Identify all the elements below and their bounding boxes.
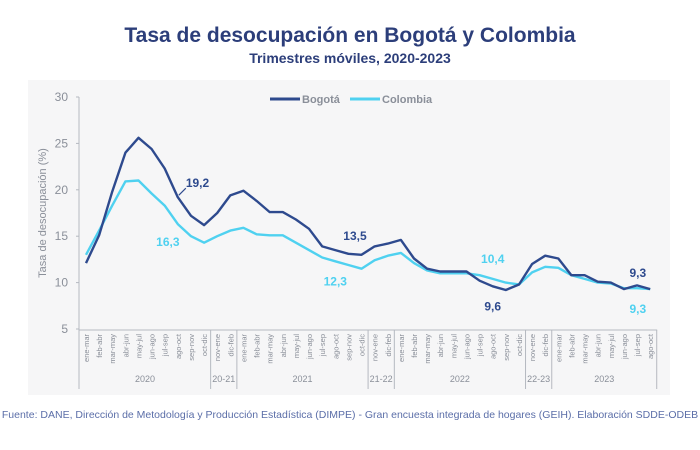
x-tick-label: jul-sep: [633, 334, 642, 357]
legend-label: Colombia: [382, 94, 433, 106]
x-tick-label: nov-ene: [528, 334, 537, 361]
series-lines: [84, 136, 651, 292]
x-tick-label: sep-nov: [502, 334, 511, 361]
legend: Bogotá Colombia: [270, 94, 433, 106]
x-tick-label: abr-jun: [594, 334, 603, 357]
data-label: 10,4: [481, 252, 505, 266]
y-axis: 5 10 15 20 25 30: [55, 90, 80, 389]
series-line-bogota: [84, 136, 651, 292]
x-tick-label: ago-oct: [646, 333, 655, 359]
x-tick-label: mar-may: [423, 334, 432, 364]
x-tick-label: may-jul: [607, 334, 616, 359]
x-tick-label: sep-nov: [187, 334, 196, 361]
x-tick-label: dic-feb: [541, 334, 550, 357]
x-tick-label: oct-dic: [200, 334, 209, 356]
x-tick-label: ene-mar: [554, 334, 563, 362]
x-tick-label: oct-dic: [358, 334, 367, 356]
x-tick-label: oct-dic: [515, 334, 524, 356]
x-tick-label: ago-oct: [489, 333, 498, 359]
x-group-label: 20-21: [212, 374, 235, 384]
y-tick-label: 20: [55, 183, 69, 197]
x-tick-label: jul-sep: [476, 334, 485, 357]
x-tick-label: feb-abr: [253, 333, 262, 357]
x-tick-label: abr-jun: [279, 334, 288, 357]
x-tick-label: ene-mar: [239, 334, 248, 362]
x-tick-label: jun-ago: [462, 334, 471, 360]
x-tick-label: may-jul: [134, 334, 143, 359]
data-label: 9,3: [629, 302, 646, 316]
x-tick-label: jul-sep: [318, 334, 327, 357]
x-tick-label: ene-mar: [397, 334, 406, 362]
x-tick-label: mar-may: [266, 334, 275, 364]
data-label: 9,6: [484, 299, 501, 313]
x-tick-label: dic-feb: [384, 334, 393, 357]
source-footnote: Fuente: DANE, Dirección de Metodología y…: [1, 409, 699, 421]
x-tick-label: abr-jun: [436, 334, 445, 357]
x-tick-label: dic-feb: [226, 334, 235, 357]
chart-panel: [28, 80, 670, 395]
x-tick-label: mar-may: [108, 334, 117, 364]
y-tick-label: 5: [61, 322, 68, 336]
x-axis: ene-mar feb-abr mar-may abr-jun may-jul jun-a…: [79, 329, 658, 389]
legend-label: Bogotá: [302, 94, 341, 106]
x-tick-label: ene-mar: [82, 334, 91, 362]
x-tick-label: jun-ago: [620, 334, 629, 360]
x-tick-label: abr-jun: [121, 334, 130, 357]
data-label: 16,3: [156, 235, 180, 249]
x-tick-label: nov-ene: [213, 334, 222, 361]
x-tick-label: nov-ene: [371, 334, 380, 361]
x-tick-label: ago-oct: [174, 333, 183, 359]
chart-title: Tasa de desocupación en Bogotá y Colombi…: [124, 24, 576, 47]
x-tick-label: ago-oct: [331, 333, 340, 359]
data-label: 19,2: [186, 176, 210, 190]
x-group-label: 2022: [450, 374, 470, 384]
x-tick-label: may-jul: [449, 334, 458, 359]
x-group-label: 2021: [292, 374, 312, 384]
x-tick-label: feb-abr: [567, 333, 576, 357]
data-label: 12,3: [324, 274, 348, 288]
y-tick-label: 25: [55, 136, 69, 150]
x-group-label: 2023: [594, 374, 614, 384]
data-labels: 19,2 16,3 13,5 12,3 9,6 10,4 9,3 9,3: [156, 176, 646, 316]
y-tick-label: 10: [55, 276, 69, 290]
x-group-label: 2020: [135, 374, 155, 384]
x-tick-label: jun-ago: [148, 334, 157, 360]
y-tick-label: 30: [55, 90, 69, 104]
y-axis-label: Tasa de desocupación (%): [37, 148, 49, 278]
x-tick-label: feb-abr: [410, 333, 419, 357]
data-label: 9,3: [629, 266, 646, 280]
data-label-leader: [178, 187, 187, 196]
x-tick-label: jun-ago: [305, 334, 314, 360]
x-group-label: 22-23: [527, 374, 550, 384]
x-tick-label: jul-sep: [161, 334, 170, 357]
series-line-colombia: [84, 179, 651, 291]
x-tick-label: mar-may: [581, 334, 590, 364]
x-group-label: 21-22: [370, 374, 393, 384]
x-tick-label: may-jul: [292, 334, 301, 359]
y-tick-label: 15: [55, 229, 69, 243]
chart-subtitle: Trimestres móviles, 2020-2023: [249, 50, 451, 66]
x-tick-label: sep-nov: [344, 334, 353, 361]
data-label: 13,5: [343, 229, 367, 243]
x-tick-label: feb-abr: [95, 333, 104, 357]
